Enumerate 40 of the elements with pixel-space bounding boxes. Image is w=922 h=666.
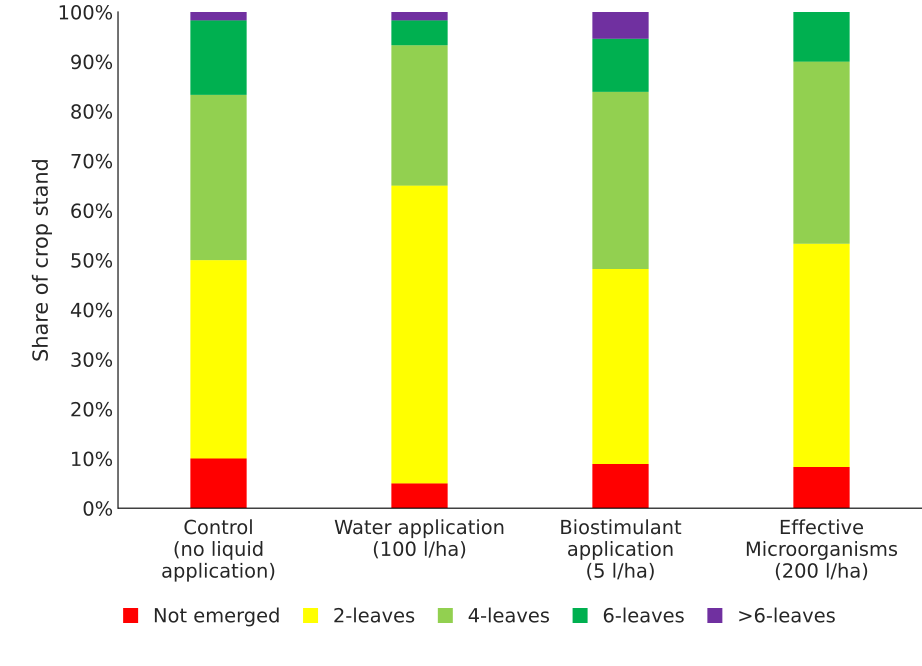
x-tick-label: Biostimulant application (5 l/ha) [561, 519, 682, 580]
bar [793, 12, 850, 62]
legend-label: 6-leaves [604, 608, 684, 623]
y-tick-label: 40% [70, 302, 112, 318]
bar [391, 186, 448, 484]
y-tick-label: 50% [71, 253, 112, 268]
x-tick-label: Effective Microorganisms (200 l/ha) [746, 519, 898, 580]
y-tick-label: 30% [71, 352, 112, 367]
bar [391, 12, 448, 20]
y-tick-label: 0% [84, 501, 112, 516]
bar [391, 20, 448, 46]
bar [592, 269, 649, 464]
legend-label: 2-leaves [334, 608, 414, 623]
bar [190, 20, 247, 95]
y-tick-label: 70% [72, 154, 112, 169]
y-tick-label: 60% [71, 203, 112, 218]
x-tick-label: Control (no liquid application) [162, 519, 274, 582]
bar [190, 12, 247, 20]
bar [592, 12, 649, 39]
bar [793, 244, 850, 467]
y-tick-label: 80% [71, 104, 112, 119]
bar [592, 38, 649, 92]
bar [592, 464, 649, 508]
legend-label: >6-leaves [739, 608, 835, 623]
legend-label: 4-leaves [468, 608, 550, 623]
bar [190, 458, 247, 508]
bar [592, 92, 649, 270]
legend-label: Not emerged [154, 608, 279, 626]
bar [391, 483, 448, 508]
bar [391, 45, 448, 186]
y-axis-title: Share of crop stand [32, 160, 52, 361]
y-tick-label: 20% [71, 402, 112, 417]
bar [793, 466, 850, 508]
x-tick-label: Water application (100 l/ha) [334, 519, 504, 558]
bar [190, 260, 247, 459]
bar [793, 62, 850, 244]
y-tick-label: 100% [60, 4, 112, 20]
y-tick-label: 90% [71, 54, 112, 70]
y-tick-label: 10% [72, 451, 112, 466]
bar [190, 94, 247, 260]
